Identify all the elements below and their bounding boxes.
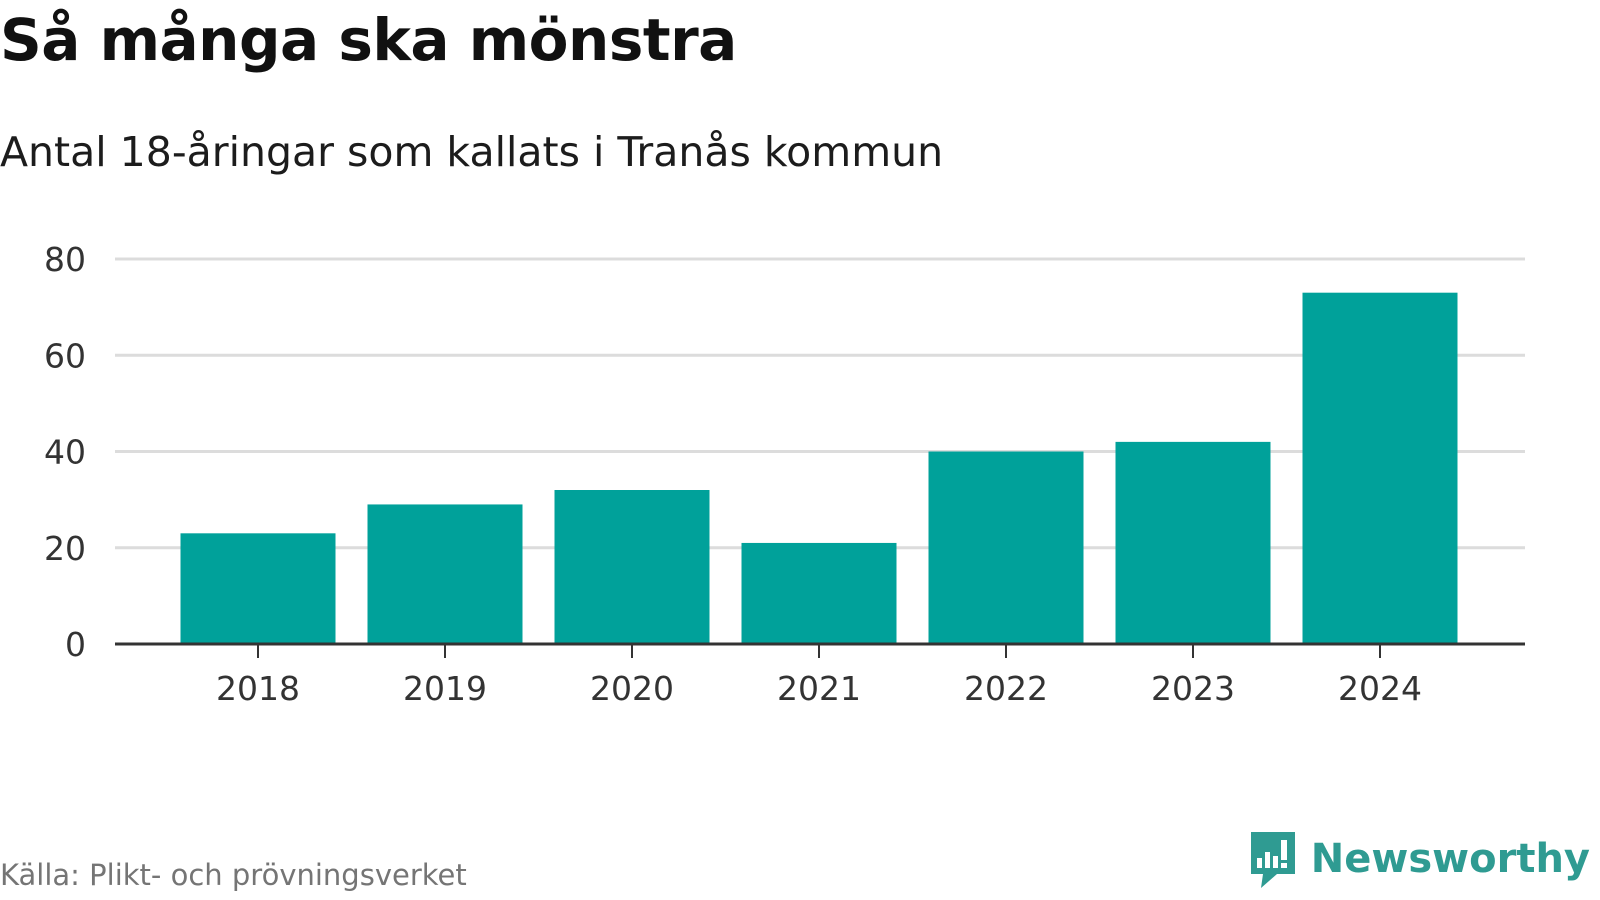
brand-logo-block: Newsworthy (1247, 828, 1590, 890)
y-tick-label-0: 0 (65, 625, 86, 664)
bar-2022 (928, 451, 1084, 644)
bar-2023 (1115, 441, 1271, 644)
x-tick-label-2022: 2022 (964, 669, 1048, 708)
y-tick-label-60: 60 (44, 336, 86, 375)
x-tick-label-2020: 2020 (590, 669, 674, 708)
x-tick-label-2019: 2019 (403, 669, 487, 708)
bars (180, 292, 1458, 644)
chart-title: Så många ska mönstra (0, 6, 737, 74)
y-tick-label-40: 40 (44, 433, 86, 472)
brand-name: Newsworthy (1310, 836, 1590, 882)
chart-subtitle: Antal 18-åringar som kallats i Tranås ko… (0, 128, 944, 176)
x-tick-label-2018: 2018 (216, 669, 300, 708)
bar-2021 (741, 542, 897, 644)
axes: 0 20 40 60 80 2018 2019 2020 2021 2022 2023 2024 (44, 240, 1525, 708)
x-tick-label-2021: 2021 (777, 669, 861, 708)
newsworthy-logo-icon (1250, 832, 1295, 888)
y-tick-label-80: 80 (44, 240, 86, 279)
bar-2018 (180, 533, 336, 644)
x-tick-label-2024: 2024 (1338, 669, 1422, 708)
bar-2024 (1302, 292, 1458, 644)
source-note: Källa: Plikt- och prövningsverket (0, 858, 467, 892)
bar-2019 (367, 504, 523, 644)
bar-2020 (554, 490, 710, 644)
y-tick-label-20: 20 (44, 529, 86, 568)
x-tick-label-2023: 2023 (1151, 669, 1235, 708)
